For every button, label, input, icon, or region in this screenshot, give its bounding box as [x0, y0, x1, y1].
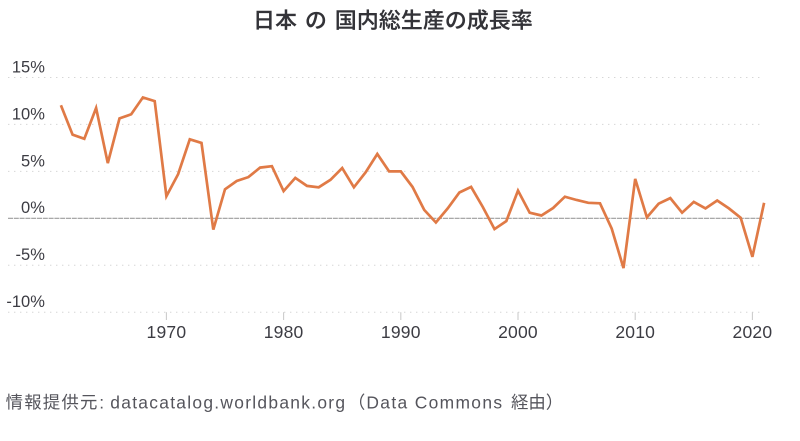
svg-text:datacatalog.worldbank.org: datacatalog.worldbank.org: [110, 392, 346, 412]
svg-text:1970: 1970: [147, 322, 187, 342]
svg-text:-5%: -5%: [16, 246, 46, 264]
svg-text:1990: 1990: [381, 322, 421, 342]
svg-text:10%: 10%: [12, 105, 45, 123]
svg-text:-10%: -10%: [6, 293, 45, 311]
svg-text:1980: 1980: [264, 322, 304, 342]
svg-text:2020: 2020: [733, 322, 773, 342]
svg-text::: :: [99, 392, 104, 412]
svg-text:2000: 2000: [498, 322, 538, 342]
svg-text:5%: 5%: [21, 152, 45, 170]
svg-text:15%: 15%: [12, 58, 45, 76]
svg-text:0%: 0%: [21, 199, 45, 217]
svg-text:Data Commons: Data Commons: [366, 392, 503, 412]
svg-text:2010: 2010: [615, 322, 655, 342]
